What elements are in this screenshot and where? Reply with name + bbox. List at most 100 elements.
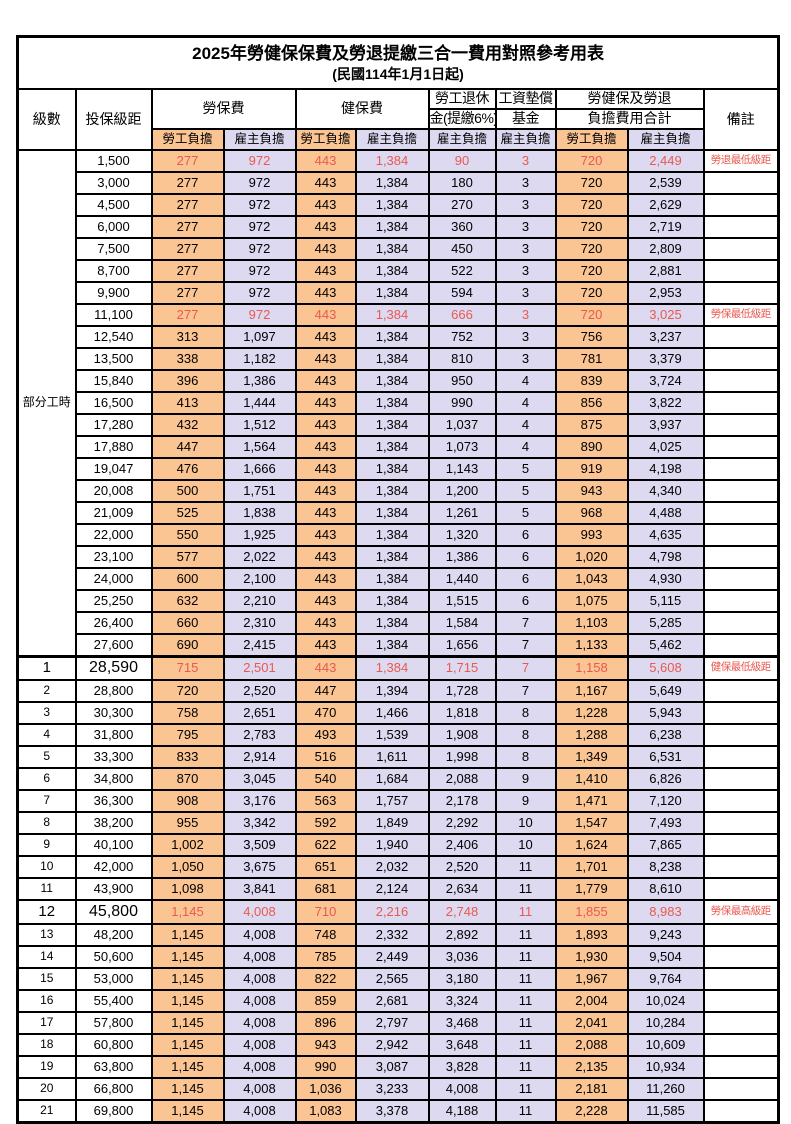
cell-pension-employer: 1,584	[427, 611, 497, 635]
cell-pension-employer: 270	[427, 193, 497, 217]
cell-total-employer: 4,930	[626, 567, 705, 591]
cell-labor-insurance-employer: 2,100	[222, 567, 297, 591]
table-row: 16 55,400 1,145 4,008 859 2,681 3,324 11 2,004 10…	[16, 989, 780, 1013]
cell-total-employee: 2,181	[554, 1077, 629, 1101]
cell-labor-insurance-employee: 1,145	[150, 899, 225, 925]
cell-remark	[702, 237, 780, 261]
cell-health-insurance-employer: 1,466	[354, 701, 430, 725]
cell-labor-insurance-employer: 2,501	[222, 654, 297, 681]
cell-health-insurance-employee: 443	[294, 479, 357, 503]
cell-remark	[702, 633, 780, 657]
cell-total-employer: 4,798	[626, 545, 705, 569]
cell-pension-employer: 1,440	[427, 567, 497, 591]
cell-pension-employer: 180	[427, 171, 497, 195]
cell-bracket: 36,300	[74, 789, 153, 813]
cell-bracket: 31,800	[74, 723, 153, 747]
cell-pension-employer: 3,180	[427, 967, 497, 991]
cell-bracket: 12,540	[74, 325, 153, 349]
cell-labor-insurance-employer: 1,097	[222, 325, 297, 349]
cell-labor-insurance-employee: 277	[150, 149, 225, 173]
cell-total-employee: 1,133	[554, 633, 629, 657]
cell-bracket: 6,000	[74, 215, 153, 239]
cell-health-insurance-employer: 1,384	[354, 259, 430, 283]
col-header-labor-insurance: 勞保費	[150, 88, 297, 130]
cell-remark	[702, 193, 780, 217]
cell-health-insurance-employer: 3,087	[354, 1055, 430, 1079]
cell-labor-insurance-employee: 313	[150, 325, 225, 349]
cell-total-employer: 3,937	[626, 413, 705, 437]
cell-health-insurance-employer: 2,681	[354, 989, 430, 1013]
cell-pension-employer: 666	[427, 303, 497, 327]
cell-total-employee: 1,967	[554, 967, 629, 991]
cell-wage-fund-employer: 3	[494, 281, 557, 305]
cell-bracket: 57,800	[74, 1011, 153, 1035]
cell-bracket: 16,500	[74, 391, 153, 415]
cell-health-insurance-employee: 443	[294, 435, 357, 459]
cell-level: 19	[16, 1055, 77, 1079]
col-header-bracket: 投保級距	[74, 88, 153, 151]
cell-total-employee: 993	[554, 523, 629, 547]
cell-bracket: 21,009	[74, 501, 153, 525]
cell-health-insurance-employee: 443	[294, 259, 357, 283]
cell-total-employee: 756	[554, 325, 629, 349]
cell-remark	[702, 567, 780, 591]
cell-bracket: 33,300	[74, 745, 153, 769]
page-title: 2025年勞健保保費及勞退提繳三合一費用對照參考用表	[192, 44, 604, 64]
table-row: 23,100 577 2,022 443 1,384 1,386 6 1,020 4,798	[18, 545, 780, 569]
cell-wage-fund-employer: 3	[494, 325, 557, 349]
cell-remark	[702, 325, 780, 349]
cell-bracket: 55,400	[74, 989, 153, 1013]
table-row: 27,600 690 2,415 443 1,384 1,656 7 1,133 5,462	[18, 633, 780, 657]
cell-labor-insurance-employer: 2,783	[222, 723, 297, 747]
cell-level: 1	[16, 654, 77, 681]
cell-labor-insurance-employer: 4,008	[222, 1099, 297, 1123]
table-row: 6,000 277 972 443 1,384 360 3 720 2,719	[18, 215, 780, 239]
cell-pension-employer: 90	[427, 149, 497, 173]
cell-health-insurance-employer: 2,942	[354, 1033, 430, 1057]
cell-wage-fund-employer: 11	[494, 1033, 557, 1057]
cell-health-insurance-employer: 3,233	[354, 1077, 430, 1101]
cell-total-employer: 9,764	[626, 967, 705, 991]
cell-total-employee: 1,020	[554, 545, 629, 569]
cell-level: 20	[16, 1077, 77, 1101]
cell-total-employer: 4,488	[626, 501, 705, 525]
cell-labor-insurance-employee: 720	[150, 679, 225, 703]
cell-labor-insurance-employee: 277	[150, 237, 225, 261]
cell-labor-insurance-employer: 1,838	[222, 501, 297, 525]
table-row: 20,008 500 1,751 443 1,384 1,200 5 943 4,340	[18, 479, 780, 503]
cell-health-insurance-employee: 443	[294, 149, 357, 173]
cell-labor-insurance-employee: 476	[150, 457, 225, 481]
col-header-pension-line2: 金(提繳6%)	[427, 108, 497, 130]
cell-wage-fund-employer: 10	[494, 833, 557, 857]
cell-labor-insurance-employee: 277	[150, 259, 225, 283]
table-row: 11,100 277 972 443 1,384 666 3 720 3,025 勞保最低級距	[18, 303, 780, 327]
title-row: 2025年勞健保保費及勞退提繳三合一費用對照參考用表 (民國114年1月1日起)	[16, 35, 780, 90]
cell-remark	[702, 877, 780, 901]
cell-bracket: 60,800	[74, 1033, 153, 1057]
cell-total-employee: 1,103	[554, 611, 629, 635]
cell-wage-fund-employer: 6	[494, 589, 557, 613]
cell-total-employee: 1,930	[554, 945, 629, 969]
table-row: 3 30,300 758 2,651 470 1,466 1,818 8 1,228 5,943	[16, 701, 780, 725]
cell-health-insurance-employer: 1,384	[354, 325, 430, 349]
cell-level: 14	[16, 945, 77, 969]
cell-health-insurance-employer: 1,611	[354, 745, 430, 769]
subheader-pension-employer: 雇主負擔	[427, 128, 497, 151]
cell-labor-insurance-employer: 2,415	[222, 633, 297, 657]
cell-health-insurance-employer: 2,565	[354, 967, 430, 991]
cell-total-employer: 11,585	[626, 1099, 705, 1123]
cell-total-employee: 875	[554, 413, 629, 437]
cell-health-insurance-employer: 1,384	[354, 215, 430, 239]
cell-total-employer: 5,285	[626, 611, 705, 635]
cell-labor-insurance-employee: 338	[150, 347, 225, 371]
cell-level: 10	[16, 855, 77, 879]
cell-total-employee: 720	[554, 303, 629, 327]
cell-remark	[702, 855, 780, 879]
cell-wage-fund-employer: 11	[494, 1099, 557, 1123]
cell-labor-insurance-employee: 1,145	[150, 1055, 225, 1079]
table-body: 部分工時 1,500 277 972 443 1,384 90 3 720 2,449 勞退最低級距…	[16, 149, 780, 1123]
cell-health-insurance-employee: 822	[294, 967, 357, 991]
cell-pension-employer: 4,188	[427, 1099, 497, 1123]
cell-remark	[702, 1099, 780, 1123]
cell-labor-insurance-employer: 972	[222, 259, 297, 283]
